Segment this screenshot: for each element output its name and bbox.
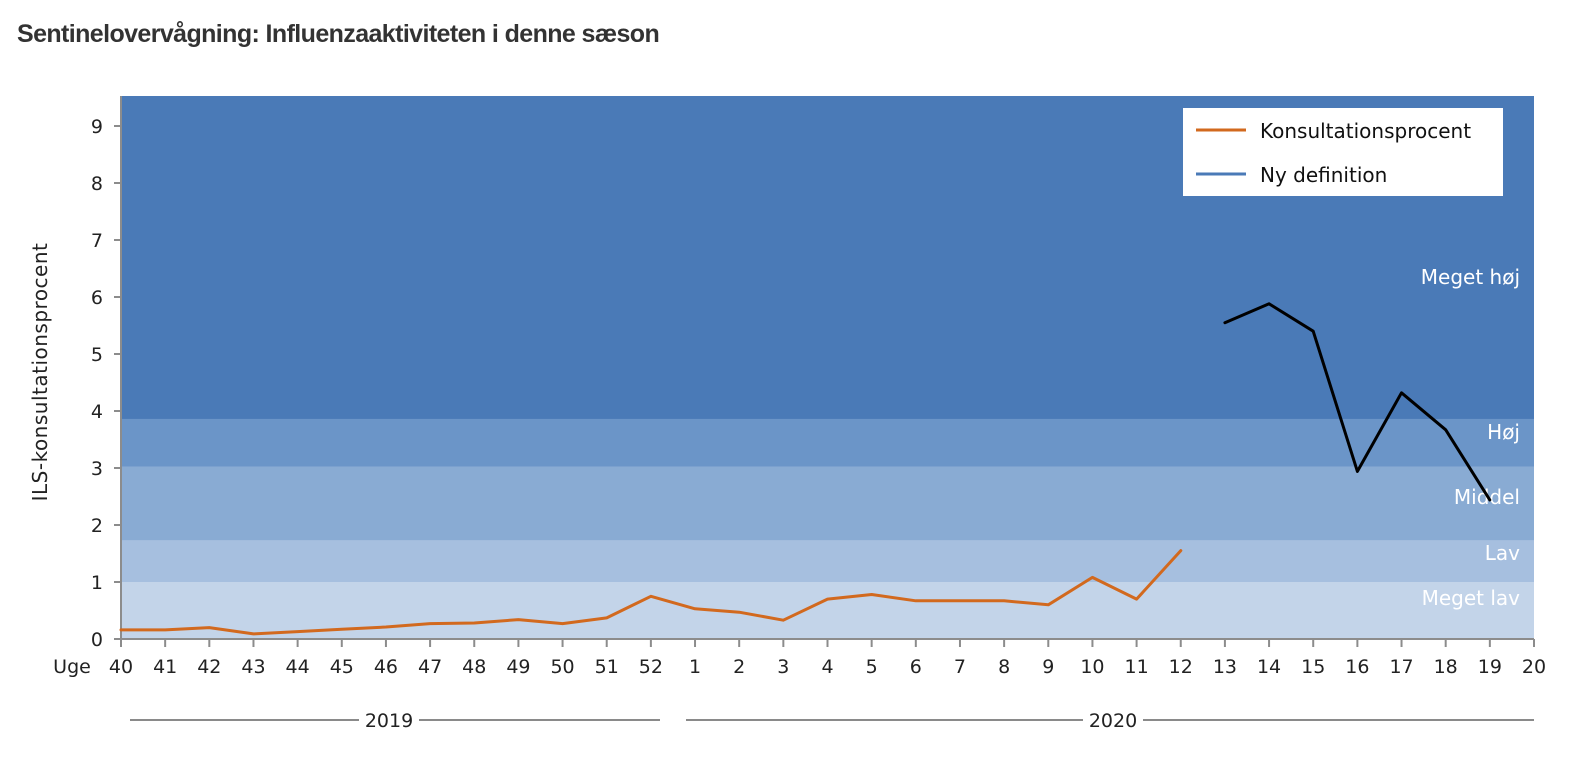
- x-tick-label: 16: [1345, 656, 1369, 678]
- x-tick-label: 5: [866, 656, 878, 678]
- band-hoj: [121, 418, 1534, 467]
- x-tick-label: 7: [954, 656, 966, 678]
- band-label: Høj: [1487, 420, 1520, 444]
- year-label: 2019: [365, 710, 413, 732]
- legend: Konsultationsprocent Ny definition: [1183, 108, 1503, 196]
- x-tick-label: 50: [550, 656, 574, 678]
- chart-title: Sentinelovervågning: Influenzaaktivitete…: [17, 20, 660, 48]
- x-tick-label: 45: [330, 656, 354, 678]
- x-tick-label: 42: [197, 656, 221, 678]
- y-tick-label: 5: [91, 344, 103, 366]
- x-tick-label: 52: [639, 656, 663, 678]
- series-line-ny-definition: [1223, 302, 1492, 502]
- x-tick-label: 9: [1042, 656, 1054, 678]
- x-tick-label: 13: [1213, 656, 1237, 678]
- x-tick-label: 1: [689, 656, 701, 678]
- x-tick-label: 14: [1257, 656, 1281, 678]
- y-tick-label: 6: [91, 287, 103, 309]
- y-tick-label: 3: [91, 458, 103, 480]
- x-tick-label: 47: [418, 656, 442, 678]
- band-label: Meget høj: [1421, 265, 1520, 289]
- x-tick-label: 17: [1389, 656, 1413, 678]
- y-tick-label: 7: [91, 230, 103, 252]
- x-tick-label: 18: [1434, 656, 1458, 678]
- x-tick-label: 19: [1478, 656, 1502, 678]
- y-tick-label: 2: [91, 515, 103, 537]
- legend-label-ny-definition: Ny definition: [1260, 163, 1387, 187]
- x-tick-label: 49: [506, 656, 530, 678]
- y-tick-label: 1: [91, 572, 103, 594]
- x-tick-label: 51: [595, 656, 619, 678]
- band-label: Lav: [1485, 541, 1520, 565]
- y-tick-label: 8: [91, 173, 103, 195]
- x-tick-label: 41: [153, 656, 177, 678]
- legend-box: [1183, 108, 1503, 196]
- activity-bands: [121, 96, 1534, 639]
- series-line-konsultationsprocent: [119, 549, 1183, 636]
- y-axis-label: ILS-konsultationsprocent: [28, 243, 52, 502]
- band-middel: [121, 466, 1534, 541]
- y-tick-label: 9: [91, 116, 103, 138]
- data-series: [119, 302, 1492, 636]
- x-tick-label: 10: [1080, 656, 1104, 678]
- x-tick-label: 48: [462, 656, 486, 678]
- band-label: Meget lav: [1422, 586, 1521, 610]
- band-lav: [121, 540, 1534, 582]
- x-tick-label: 2: [733, 656, 745, 678]
- y-tick-label: 0: [91, 629, 103, 651]
- x-tick-label: 4: [821, 656, 833, 678]
- y-tick-label: 4: [91, 401, 103, 423]
- x-tick-label: 44: [286, 656, 310, 678]
- x-tick-label: 6: [910, 656, 922, 678]
- x-tick-label: 8: [998, 656, 1010, 678]
- x-tick-label: 3: [777, 656, 789, 678]
- year-label: 2020: [1089, 710, 1137, 732]
- x-tick-label: 43: [241, 656, 265, 678]
- x-tick-label: 12: [1169, 656, 1193, 678]
- x-tick-label: 20: [1522, 656, 1546, 678]
- x-tick-label: 40: [109, 656, 133, 678]
- x-axis-label: Uge: [53, 656, 91, 678]
- x-tick-label: 46: [374, 656, 398, 678]
- x-tick-label: 11: [1125, 656, 1149, 678]
- legend-label-konsultationsprocent: Konsultationsprocent: [1260, 119, 1471, 143]
- x-tick-label: 15: [1301, 656, 1325, 678]
